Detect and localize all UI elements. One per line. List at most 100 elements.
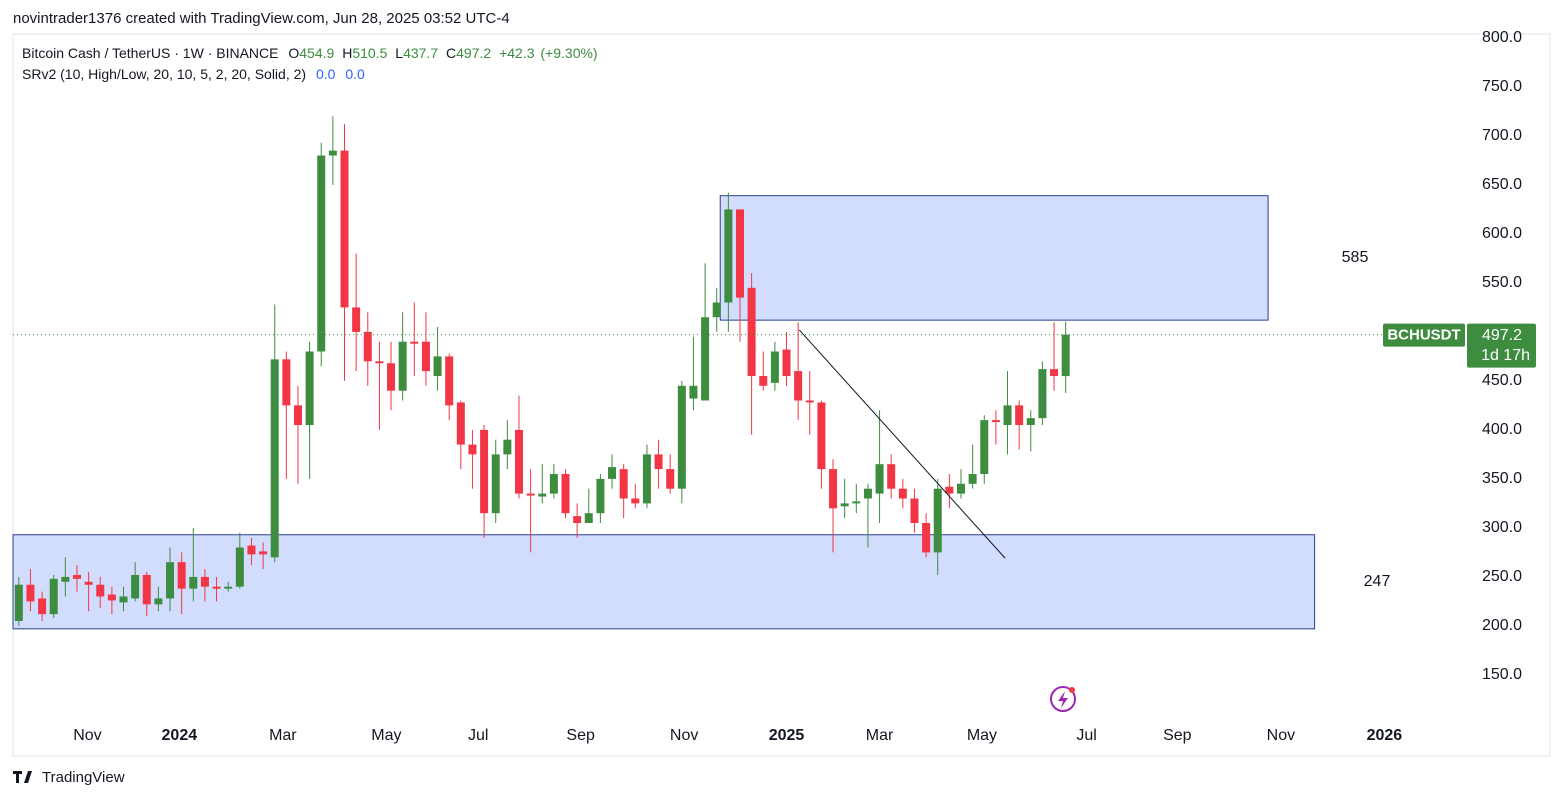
candle-body	[119, 596, 128, 603]
x-tick-label: Mar	[269, 727, 297, 744]
candle-body	[1050, 369, 1059, 376]
candle-body	[107, 594, 116, 601]
y-tick-label: 200.0	[1482, 617, 1522, 634]
candle-body	[387, 363, 396, 391]
candle-body	[584, 513, 593, 523]
symbol-tag: BCHUSDT	[1387, 327, 1460, 344]
alert-icon[interactable]	[1050, 686, 1076, 712]
indicator-value: 0.0	[345, 66, 365, 82]
candle-body	[840, 503, 849, 507]
candle-body	[817, 402, 826, 470]
footer-logo[interactable]: TradingView	[13, 769, 125, 786]
y-tick-label: 750.0	[1482, 78, 1522, 95]
y-tick-label: 550.0	[1482, 274, 1522, 291]
chart-frame	[12, 33, 1551, 757]
candle-body	[735, 209, 744, 298]
ohlc-letter: L	[395, 45, 403, 61]
candle-body	[352, 307, 361, 332]
symbol-legend: Bitcoin Cash / TetherUS · 1W · BINANCE O…	[22, 45, 598, 61]
x-tick-label: Sep	[566, 727, 595, 744]
ohlc-letter: O	[288, 45, 299, 61]
candle-body	[991, 420, 1000, 423]
credit: novintrader1376 created with TradingView…	[13, 10, 510, 27]
countdown: 1d 17h	[1481, 347, 1530, 364]
candle-body	[852, 501, 861, 504]
candle-body	[61, 576, 70, 582]
candle-body	[282, 359, 291, 406]
candle-body	[980, 420, 989, 474]
price-tag-bg	[1467, 323, 1536, 368]
candle-body	[375, 361, 384, 364]
candle-body	[887, 464, 896, 489]
zone-label: 585	[1342, 249, 1369, 266]
candle-body	[933, 488, 942, 553]
x-tick-label: 2024	[162, 727, 198, 744]
candle-body	[212, 586, 221, 589]
candle-body	[14, 584, 23, 621]
candle-body	[131, 574, 140, 599]
candle-body	[829, 469, 838, 509]
candle-body	[503, 439, 512, 455]
candle-body	[293, 405, 302, 425]
candle-body	[270, 359, 279, 558]
candle-body	[689, 385, 698, 399]
indicator-value: 0.0	[316, 66, 336, 82]
zone	[12, 534, 1316, 630]
candle-body	[235, 547, 244, 587]
candle-body	[805, 400, 814, 403]
x-tick-label: 2025	[769, 727, 805, 744]
y-tick-label: 350.0	[1482, 470, 1522, 487]
candle-body	[1003, 405, 1012, 425]
alert-circle	[1050, 686, 1076, 712]
candle-body	[166, 562, 175, 599]
y-tick-label: 700.0	[1482, 127, 1522, 144]
x-tick-label: May	[371, 727, 401, 744]
candle-body	[526, 493, 535, 496]
close-value: 497.2	[456, 45, 491, 61]
candle-body	[491, 454, 500, 514]
y-tick-label: 600.0	[1482, 225, 1522, 242]
ohlc-letter: C	[446, 45, 456, 61]
footer-text: TradingView	[42, 769, 125, 786]
candle-body	[142, 574, 151, 605]
candle-body	[654, 454, 663, 470]
candle-body	[84, 581, 93, 585]
candle-body	[410, 341, 419, 344]
zone-label: 247	[1364, 573, 1391, 590]
candle-body	[1061, 334, 1070, 377]
change: +42.3	[499, 45, 535, 61]
candle-body	[770, 351, 779, 383]
candle-body	[910, 498, 919, 523]
x-tick-label: May	[967, 727, 997, 744]
x-tick-label: Jul	[468, 727, 488, 744]
candle-body	[596, 478, 605, 514]
candle-body	[1026, 418, 1035, 425]
candle-body	[863, 488, 872, 499]
candle-body	[224, 586, 233, 589]
candle-body	[561, 473, 570, 514]
plot-area: 585 247	[12, 116, 1391, 630]
indicator-name: SRv2 (10, High/Low, 20, 10, 5, 2, 20, So…	[22, 66, 306, 82]
x-tick-label: Nov	[1267, 727, 1295, 744]
y-tick-label: 800.0	[1482, 29, 1522, 46]
candle-body	[189, 576, 198, 589]
trendline	[798, 329, 1006, 559]
alert-dot	[1069, 687, 1075, 693]
x-tick-label: Mar	[866, 727, 894, 744]
y-tick-label: 450.0	[1482, 372, 1522, 389]
candle-body	[328, 150, 337, 156]
candle-body	[956, 483, 965, 494]
candle-body	[747, 287, 756, 376]
candle-body	[945, 486, 954, 494]
candle-body	[794, 371, 803, 401]
x-tick-label: 2026	[1367, 727, 1403, 744]
candle-body	[445, 356, 454, 406]
symbol-title: Bitcoin Cash / TetherUS · 1W · BINANCE	[22, 45, 278, 61]
candle-body	[154, 598, 163, 605]
candle-body	[677, 385, 686, 489]
candle-body	[608, 467, 617, 479]
indicator-legend: SRv2 (10, High/Low, 20, 10, 5, 2, 20, So…	[22, 66, 365, 82]
x-tick-label: Jul	[1076, 727, 1096, 744]
candle-body	[619, 469, 628, 499]
logo-mark	[13, 771, 32, 783]
